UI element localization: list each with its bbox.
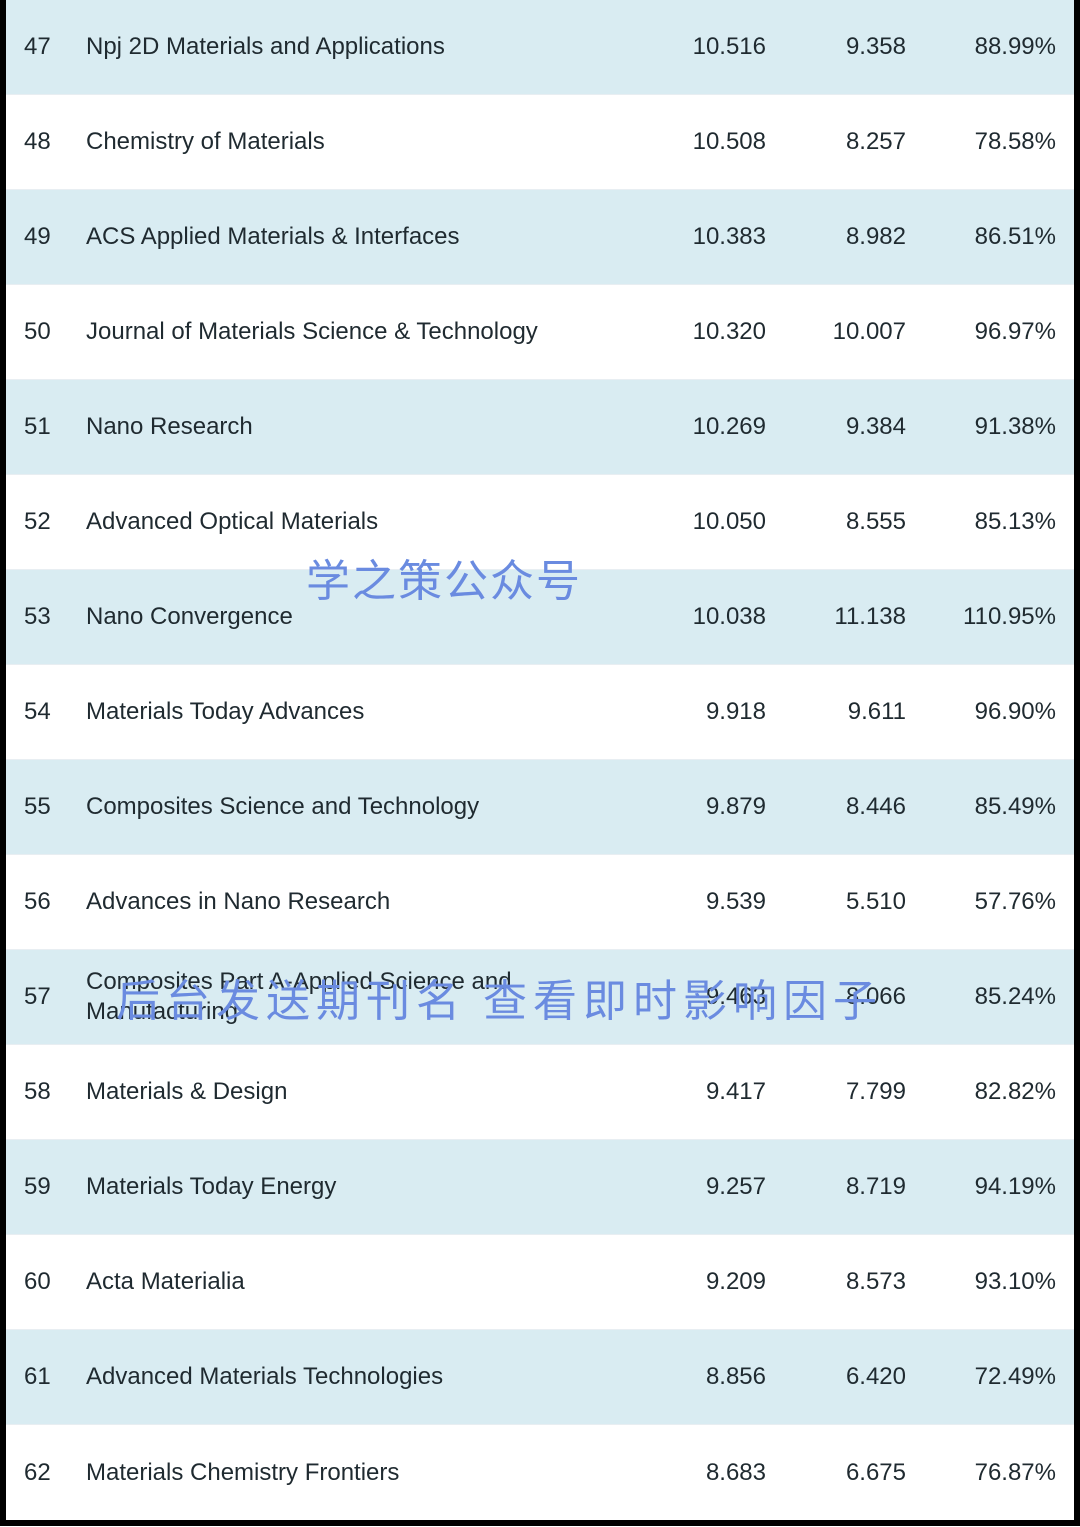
value2-cell: 9.358 bbox=[766, 33, 906, 61]
table-row: 57Composites Part A-Applied Science and … bbox=[6, 950, 1074, 1045]
journal-name-cell: Chemistry of Materials bbox=[86, 127, 631, 157]
value1-cell: 9.918 bbox=[631, 698, 766, 726]
percent-cell: 91.38% bbox=[906, 413, 1056, 441]
table-row: 58Materials & Design9.4177.79982.82% bbox=[6, 1045, 1074, 1140]
rank-cell: 49 bbox=[24, 223, 86, 251]
rank-cell: 51 bbox=[24, 413, 86, 441]
percent-cell: 93.10% bbox=[906, 1268, 1056, 1296]
value1-cell: 10.383 bbox=[631, 223, 766, 251]
value2-cell: 8.446 bbox=[766, 793, 906, 821]
rank-cell: 60 bbox=[24, 1268, 86, 1296]
rank-cell: 62 bbox=[24, 1459, 86, 1487]
table-row: 55Composites Science and Technology9.879… bbox=[6, 760, 1074, 855]
value1-cell: 10.038 bbox=[631, 603, 766, 631]
value2-cell: 8.555 bbox=[766, 508, 906, 536]
value1-cell: 10.516 bbox=[631, 33, 766, 61]
value1-cell: 10.508 bbox=[631, 128, 766, 156]
percent-cell: 96.90% bbox=[906, 698, 1056, 726]
journal-name-cell: Acta Materialia bbox=[86, 1267, 631, 1297]
value1-cell: 10.050 bbox=[631, 508, 766, 536]
journal-name-cell: Npj 2D Materials and Applications bbox=[86, 32, 631, 62]
table-row: 50Journal of Materials Science & Technol… bbox=[6, 285, 1074, 380]
journal-name-cell: Materials Chemistry Frontiers bbox=[86, 1458, 631, 1488]
value2-cell: 9.384 bbox=[766, 413, 906, 441]
value1-cell: 10.320 bbox=[631, 318, 766, 346]
percent-cell: 76.87% bbox=[906, 1459, 1056, 1487]
table-row: 51Nano Research10.2699.38491.38% bbox=[6, 380, 1074, 475]
value2-cell: 8.719 bbox=[766, 1173, 906, 1201]
value2-cell: 8.573 bbox=[766, 1268, 906, 1296]
table-row: 59Materials Today Energy9.2578.71994.19% bbox=[6, 1140, 1074, 1235]
table-row: 49ACS Applied Materials & Interfaces10.3… bbox=[6, 190, 1074, 285]
value2-cell: 8.982 bbox=[766, 223, 906, 251]
value2-cell: 6.420 bbox=[766, 1363, 906, 1391]
percent-cell: 57.76% bbox=[906, 888, 1056, 916]
journal-table-page: 47Npj 2D Materials and Applications10.51… bbox=[0, 0, 1080, 1526]
table-row: 54Materials Today Advances9.9189.61196.9… bbox=[6, 665, 1074, 760]
rank-cell: 57 bbox=[24, 983, 86, 1011]
journal-table: 47Npj 2D Materials and Applications10.51… bbox=[6, 0, 1074, 1520]
journal-name-cell: Advanced Materials Technologies bbox=[86, 1362, 631, 1392]
value1-cell: 9.257 bbox=[631, 1173, 766, 1201]
percent-cell: 94.19% bbox=[906, 1173, 1056, 1201]
rank-cell: 53 bbox=[24, 603, 86, 631]
table-row: 60Acta Materialia9.2098.57393.10% bbox=[6, 1235, 1074, 1330]
journal-name-cell: Nano Research bbox=[86, 412, 631, 442]
journal-name-cell: Composites Part A-Applied Science and Ma… bbox=[86, 967, 631, 1027]
rank-cell: 48 bbox=[24, 128, 86, 156]
value1-cell: 9.539 bbox=[631, 888, 766, 916]
rank-cell: 58 bbox=[24, 1078, 86, 1106]
percent-cell: 88.99% bbox=[906, 33, 1056, 61]
table-row: 47Npj 2D Materials and Applications10.51… bbox=[6, 0, 1074, 95]
journal-name-cell: Materials Today Energy bbox=[86, 1172, 631, 1202]
value2-cell: 9.611 bbox=[766, 698, 906, 726]
rank-cell: 50 bbox=[24, 318, 86, 346]
value2-cell: 8.066 bbox=[766, 983, 906, 1011]
value1-cell: 9.879 bbox=[631, 793, 766, 821]
percent-cell: 78.58% bbox=[906, 128, 1056, 156]
value1-cell: 8.856 bbox=[631, 1363, 766, 1391]
rank-cell: 61 bbox=[24, 1363, 86, 1391]
value1-cell: 8.683 bbox=[631, 1459, 766, 1487]
journal-name-cell: Nano Convergence bbox=[86, 602, 631, 632]
value1-cell: 10.269 bbox=[631, 413, 766, 441]
value2-cell: 8.257 bbox=[766, 128, 906, 156]
percent-cell: 85.13% bbox=[906, 508, 1056, 536]
rank-cell: 52 bbox=[24, 508, 86, 536]
journal-name-cell: ACS Applied Materials & Interfaces bbox=[86, 222, 631, 252]
value1-cell: 9.463 bbox=[631, 983, 766, 1011]
table-row: 53Nano Convergence10.03811.138110.95% bbox=[6, 570, 1074, 665]
rank-cell: 59 bbox=[24, 1173, 86, 1201]
journal-name-cell: Composites Science and Technology bbox=[86, 792, 631, 822]
percent-cell: 85.24% bbox=[906, 983, 1056, 1011]
value2-cell: 5.510 bbox=[766, 888, 906, 916]
table-row: 56Advances in Nano Research9.5395.51057.… bbox=[6, 855, 1074, 950]
journal-name-cell: Materials Today Advances bbox=[86, 697, 631, 727]
rank-cell: 47 bbox=[24, 33, 86, 61]
journal-name-cell: Advances in Nano Research bbox=[86, 887, 631, 917]
table-row: 48Chemistry of Materials10.5088.25778.58… bbox=[6, 95, 1074, 190]
rank-cell: 55 bbox=[24, 793, 86, 821]
percent-cell: 110.95% bbox=[906, 603, 1056, 631]
value2-cell: 11.138 bbox=[766, 603, 906, 631]
rank-cell: 56 bbox=[24, 888, 86, 916]
table-row: 52Advanced Optical Materials10.0508.5558… bbox=[6, 475, 1074, 570]
value2-cell: 7.799 bbox=[766, 1078, 906, 1106]
percent-cell: 86.51% bbox=[906, 223, 1056, 251]
journal-name-cell: Advanced Optical Materials bbox=[86, 507, 631, 537]
value2-cell: 6.675 bbox=[766, 1459, 906, 1487]
value2-cell: 10.007 bbox=[766, 318, 906, 346]
journal-name-cell: Journal of Materials Science & Technolog… bbox=[86, 317, 631, 347]
value1-cell: 9.417 bbox=[631, 1078, 766, 1106]
table-row: 61Advanced Materials Technologies8.8566.… bbox=[6, 1330, 1074, 1425]
percent-cell: 72.49% bbox=[906, 1363, 1056, 1391]
table-row: 62Materials Chemistry Frontiers8.6836.67… bbox=[6, 1425, 1074, 1520]
percent-cell: 85.49% bbox=[906, 793, 1056, 821]
percent-cell: 82.82% bbox=[906, 1078, 1056, 1106]
value1-cell: 9.209 bbox=[631, 1268, 766, 1296]
journal-name-cell: Materials & Design bbox=[86, 1077, 631, 1107]
percent-cell: 96.97% bbox=[906, 318, 1056, 346]
rank-cell: 54 bbox=[24, 698, 86, 726]
